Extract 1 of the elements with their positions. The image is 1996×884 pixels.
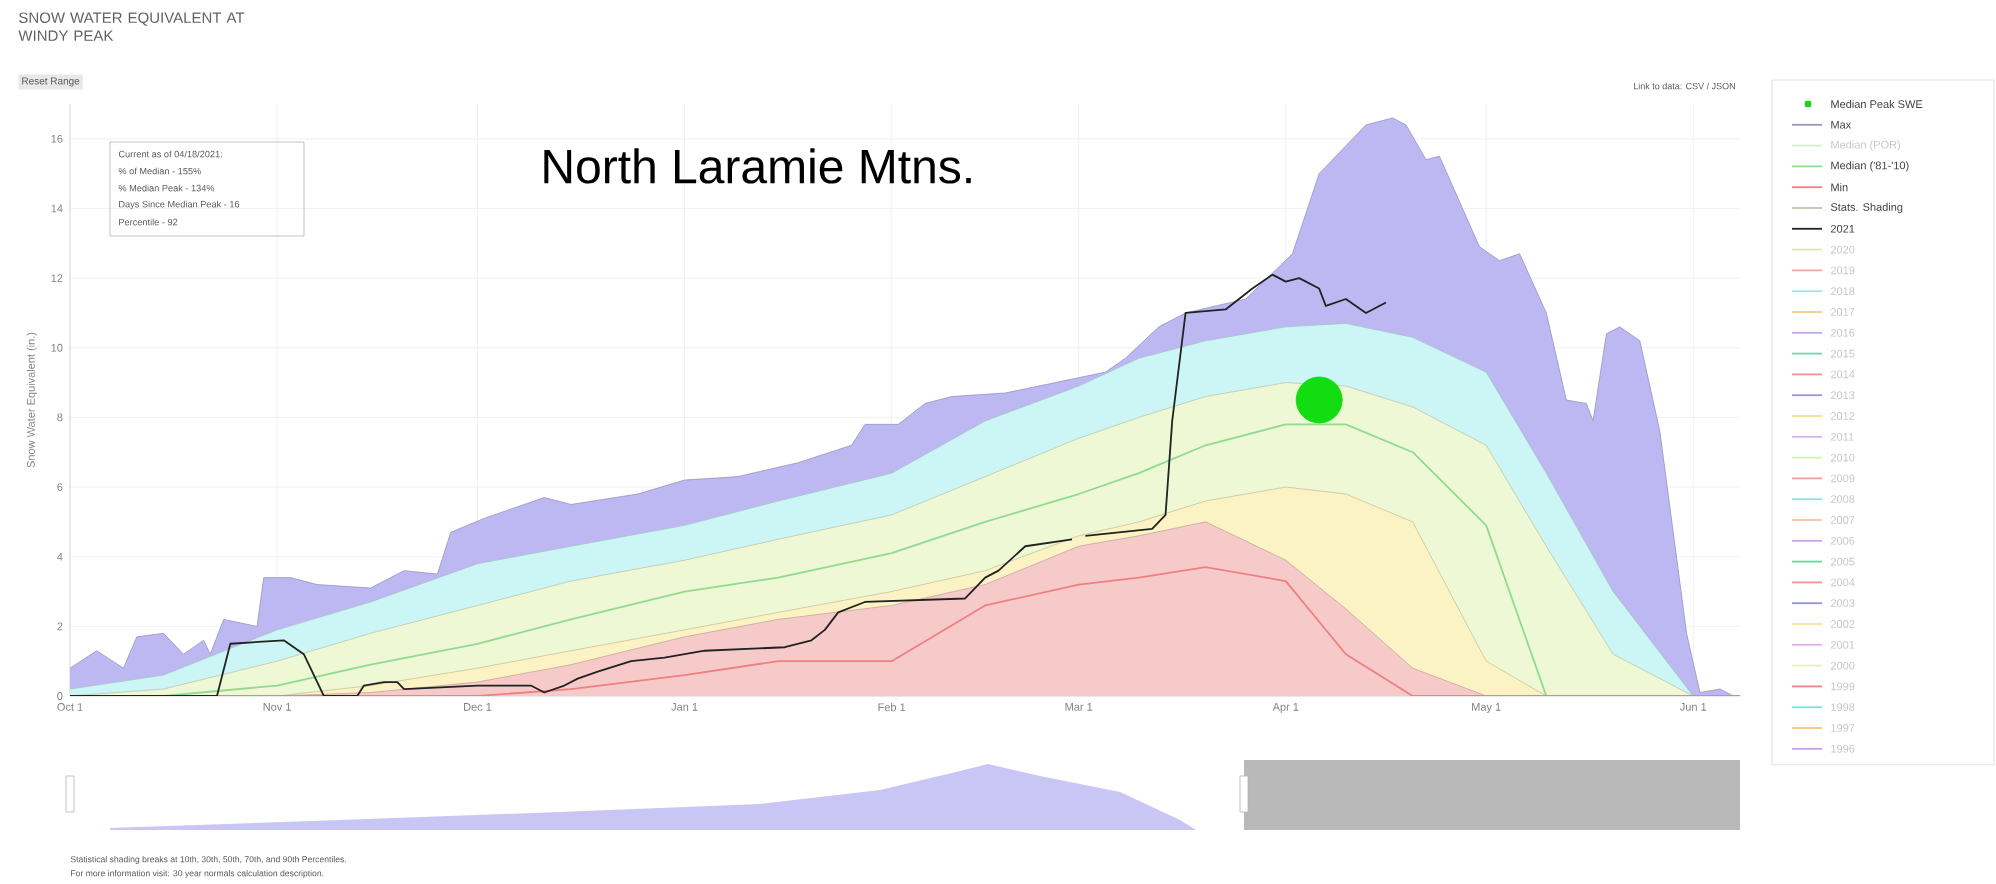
- text: North Laramie Mtns.: [544, 148, 971, 184]
